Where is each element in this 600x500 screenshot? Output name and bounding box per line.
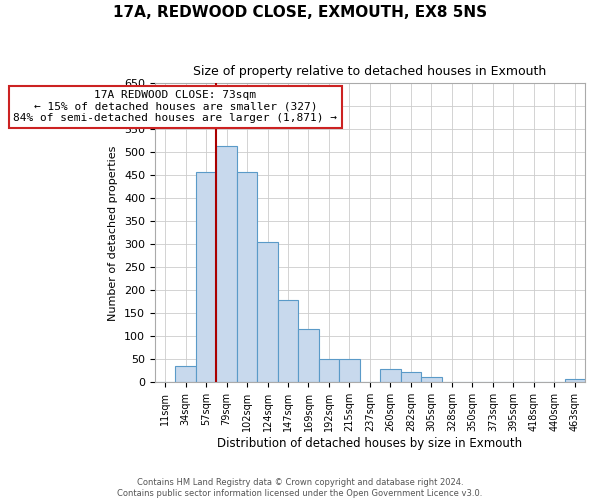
Bar (175, 366, 196, 382)
Bar (421, 377, 442, 382)
Bar (339, 360, 359, 382)
Bar (565, 378, 585, 382)
Title: Size of property relative to detached houses in Exmouth: Size of property relative to detached ho… (193, 65, 547, 78)
Bar (319, 360, 339, 382)
X-axis label: Distribution of detached houses by size in Exmouth: Distribution of detached houses by size … (217, 437, 523, 450)
Bar (278, 300, 298, 382)
Bar (380, 368, 401, 382)
Bar (298, 328, 319, 382)
Bar (237, 172, 257, 382)
Bar (196, 172, 217, 382)
Bar (257, 242, 278, 382)
Y-axis label: Number of detached properties: Number of detached properties (109, 145, 118, 320)
Text: Contains HM Land Registry data © Crown copyright and database right 2024.
Contai: Contains HM Land Registry data © Crown c… (118, 478, 482, 498)
Text: 17A REDWOOD CLOSE: 73sqm
← 15% of detached houses are smaller (327)
84% of semi-: 17A REDWOOD CLOSE: 73sqm ← 15% of detach… (13, 90, 337, 124)
Bar (217, 146, 237, 382)
Bar (401, 372, 421, 382)
Text: 17A, REDWOOD CLOSE, EXMOUTH, EX8 5NS: 17A, REDWOOD CLOSE, EXMOUTH, EX8 5NS (113, 5, 487, 20)
